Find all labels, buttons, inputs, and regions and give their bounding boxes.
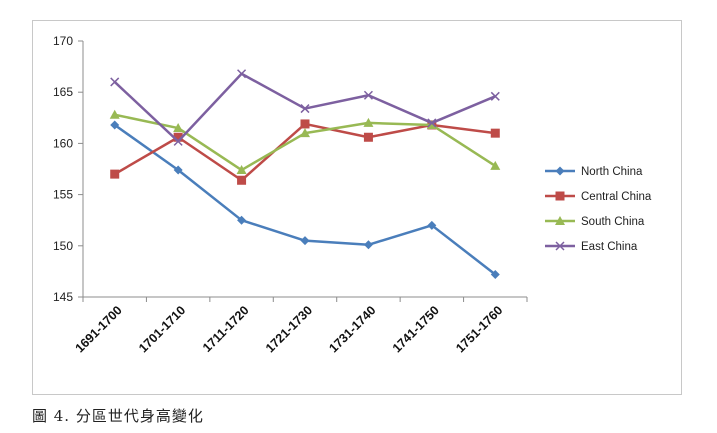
x-tick-label: 1701-1710 (136, 303, 188, 355)
data-point-north-china (110, 120, 120, 130)
data-point-east-china (490, 91, 500, 101)
legend-label: North China (581, 166, 643, 178)
data-point-south-china (109, 109, 120, 119)
data-point-north-china (490, 269, 500, 279)
y-tick-label: 145 (53, 290, 73, 304)
data-point-north-china (300, 236, 310, 246)
legend-marker (555, 166, 565, 176)
legend-marker (555, 216, 565, 225)
legend-marker (555, 241, 565, 251)
legend-item-south-china: South China (545, 216, 645, 228)
data-point-east-china (173, 136, 183, 146)
legend-marker (555, 191, 565, 201)
data-point-east-china (427, 118, 437, 128)
series-south-china (109, 109, 501, 175)
data-point-north-china (363, 240, 373, 250)
y-tick-label: 165 (53, 85, 73, 99)
legend-item-north-china: North China (545, 166, 643, 178)
data-point-south-china (236, 165, 247, 175)
x-tick-label: 1691-1700 (73, 303, 125, 355)
data-point-south-china (490, 160, 501, 170)
x-tick-label: 1711-1720 (200, 303, 252, 355)
series-line-north-china (113, 123, 497, 276)
series-east-china (110, 69, 500, 146)
x-tick-label: 1741-1750 (390, 303, 442, 355)
legend: North China Central China South China East … (545, 166, 652, 253)
data-point-north-china (427, 220, 437, 230)
data-point-south-china (426, 119, 437, 129)
data-point-central-china (300, 119, 310, 129)
y-tick-label: 155 (53, 188, 73, 202)
legend-label: East China (581, 241, 638, 253)
y-tick-label: 160 (53, 136, 73, 150)
data-point-north-china (173, 165, 183, 175)
legend-item-east-china: East China (545, 241, 638, 253)
data-point-south-china (300, 128, 310, 138)
legend-item-central-china: Central China (545, 191, 652, 203)
data-point-central-china (173, 132, 183, 142)
data-point-south-china (363, 117, 374, 127)
legend-label: Central China (581, 191, 652, 203)
data-point-central-china (110, 169, 120, 179)
chart-frame: 145 150 155 160 165 170 1691-1700 1701-1710 1711… (32, 20, 682, 395)
data-point-central-china (237, 175, 247, 185)
figure-caption: 圖 4. 分區世代身高變化 (32, 407, 204, 425)
data-point-east-china (237, 69, 247, 79)
legend-label: South China (581, 216, 645, 228)
data-point-east-china (363, 90, 373, 100)
x-tick-label: 1751-1760 (453, 303, 505, 355)
series-north-china (110, 120, 500, 279)
data-point-south-china (173, 123, 184, 133)
data-point-central-china (363, 132, 373, 142)
x-tick-label: 1721-1730 (263, 303, 315, 355)
y-tick-label: 150 (53, 239, 73, 253)
data-point-east-china (300, 104, 310, 114)
data-point-east-china (110, 77, 120, 87)
line-chart: 145 150 155 160 165 170 1691-1700 1701-1710 1711… (53, 34, 652, 355)
y-tick-label: 170 (53, 34, 73, 48)
data-point-north-china (237, 215, 247, 225)
data-point-central-china (490, 128, 500, 138)
x-tick-label: 1731-1740 (326, 303, 378, 355)
